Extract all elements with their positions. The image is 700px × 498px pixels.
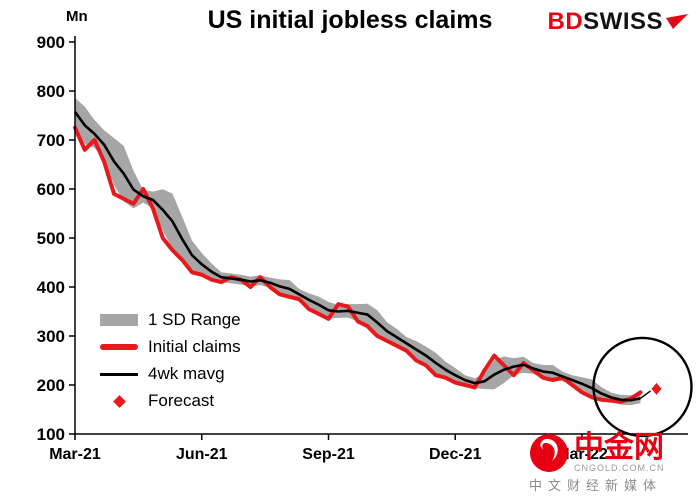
x-tick-label: Jun-21 bbox=[176, 446, 228, 463]
y-tick-label: 700 bbox=[37, 131, 65, 150]
sd-range-swatch bbox=[100, 314, 138, 326]
watermark-domain: CNGOLD.COM.CN bbox=[574, 463, 665, 473]
mavg-swatch bbox=[100, 372, 138, 376]
bdswiss-logo: BD SWISS bbox=[547, 8, 688, 36]
y-tick-label: 900 bbox=[37, 33, 65, 52]
legend-item-mavg: 4wk mavg bbox=[100, 364, 241, 384]
chart-title: US initial jobless claims bbox=[207, 6, 493, 34]
brand-swiss-text: SWISS bbox=[583, 8, 663, 35]
initial-claims-line bbox=[73, 125, 643, 404]
cngold-watermark: 中金网 CNGOLD.COM.CN 中文财经新媒体 bbox=[529, 433, 697, 494]
watermark-tagline: 中文财经新媒体 bbox=[529, 478, 663, 493]
brand-bd-text: BD bbox=[547, 8, 584, 35]
initial-claims-swatch bbox=[100, 344, 138, 350]
mavg-line bbox=[73, 111, 641, 402]
y-tick-label: 400 bbox=[37, 278, 65, 297]
y-tick-label: 100 bbox=[37, 425, 65, 444]
y-tick-label: 600 bbox=[37, 180, 65, 199]
y-tick-label: 300 bbox=[37, 327, 65, 346]
watermark-name: 中金网 bbox=[574, 431, 664, 464]
y-axis-unit-label: Mn bbox=[66, 8, 88, 25]
forecast-diamond bbox=[651, 382, 662, 395]
legend-item-sd-range: 1 SD Range bbox=[100, 310, 241, 330]
y-tick-label: 200 bbox=[37, 376, 65, 395]
legend-label-mavg: 4wk mavg bbox=[148, 364, 225, 383]
forecast-diamond-swatch bbox=[112, 394, 126, 408]
legend-label-forecast: Forecast bbox=[148, 391, 215, 410]
watermark-text-block: 中金网 CNGOLD.COM.CN bbox=[574, 431, 665, 474]
x-tick-label: Mar-22 bbox=[556, 446, 608, 463]
forecast-swatch-wrap bbox=[100, 394, 138, 408]
legend-label-sd-range: 1 SD Range bbox=[148, 310, 241, 329]
legend-label-initial-claims: Initial claims bbox=[148, 337, 241, 356]
legend-item-forecast: Forecast bbox=[100, 391, 241, 411]
cngold-logo-icon bbox=[530, 434, 568, 472]
sd-range-band bbox=[75, 97, 641, 406]
watermark-top-row: 中金网 CNGOLD.COM.CN bbox=[529, 433, 697, 473]
y-tick-label: 800 bbox=[37, 82, 65, 101]
x-tick-label: Dec-21 bbox=[429, 446, 482, 463]
legend: 1 SD Range Initial claims 4wk mavg Forec… bbox=[100, 310, 241, 411]
legend-item-initial-claims: Initial claims bbox=[100, 337, 241, 357]
x-tick-label: Sep-21 bbox=[302, 446, 355, 463]
annotation-circle bbox=[592, 336, 693, 438]
forecast-connector-line bbox=[640, 390, 651, 399]
x-tick-label: Mar-21 bbox=[49, 446, 101, 463]
y-tick-label: 500 bbox=[37, 229, 65, 248]
brand-flag-icon bbox=[666, 13, 688, 29]
